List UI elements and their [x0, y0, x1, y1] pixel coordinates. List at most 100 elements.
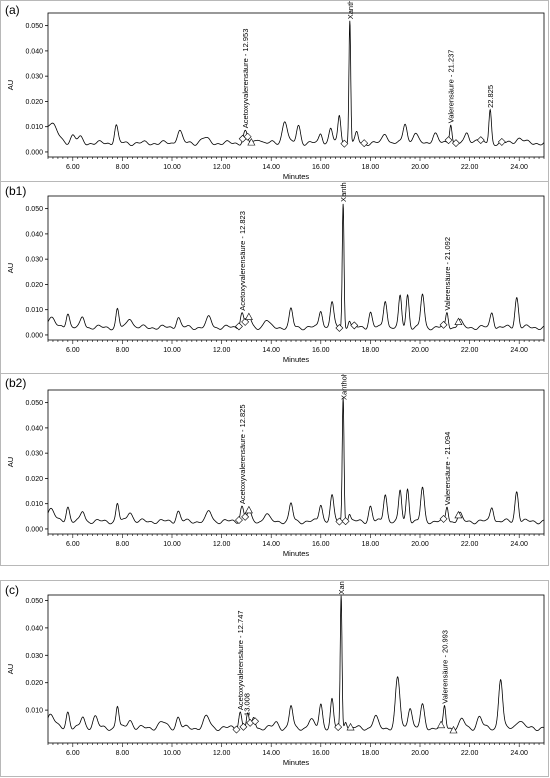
x-tick-label: 20.00 [411, 164, 429, 171]
chromatogram-a: 0.000 0.010 0.020 0.030 0.040 0.050 6.00 8.00 10… [6, 1, 545, 181]
integration-diamond-marker [243, 132, 252, 141]
x-tick-label: 22.00 [461, 750, 479, 757]
integration-diamond-marker [235, 516, 243, 525]
peak-label: Acetoxyvalerensäure - 12.823 [238, 211, 247, 311]
x-tick-label: 24.00 [510, 750, 528, 757]
peak-label: Acetoxyvalerensäure - 12.825 [238, 404, 247, 504]
integration-diamond-marker [444, 136, 453, 145]
x-tick-label: 22.00 [461, 347, 479, 354]
y-axis-label: AU [6, 664, 15, 674]
y-tick-label: 0.020 [25, 282, 43, 289]
y-tick-label: 0.050 [25, 206, 43, 213]
y-tick-label: 0.040 [25, 48, 43, 55]
x-tick-label: 14.00 [262, 541, 280, 548]
x-tick-label: 6.00 [66, 347, 80, 354]
y-tick-label: 0.020 [25, 680, 43, 687]
chromatogram-trace [47, 397, 544, 525]
peak-label: Valerensäure - 21.094 [443, 432, 452, 506]
x-tick-label: 8.00 [116, 347, 130, 354]
x-tick-label: 24.00 [510, 347, 528, 354]
integration-triangle-marker [244, 312, 253, 321]
x-tick-label: 22.00 [461, 164, 479, 171]
plot-frame [47, 389, 545, 535]
x-tick-label: 16.00 [312, 347, 330, 354]
integration-diamond-marker [497, 137, 506, 146]
chart-panel-a: (a) 0.000 0.010 0.020 0.030 0.040 0.050 6.00 8.… [0, 0, 549, 182]
integration-triangle-marker [437, 720, 446, 729]
x-tick-label: 18.00 [362, 347, 380, 354]
panel-label: (c) [5, 583, 19, 597]
integration-triangle-marker [247, 137, 256, 146]
chromatogram-b1: 0.000 0.010 0.020 0.030 0.040 0.050 6.00 8.00 10… [6, 182, 545, 364]
peak-label: Valerensäure - 21.237 [447, 50, 456, 124]
integration-triangle-marker [449, 725, 458, 734]
integration-diamond-marker [439, 320, 448, 329]
plot-frame [47, 195, 545, 341]
y-tick-label: 0.030 [25, 653, 43, 660]
peak-label: Acetoxyvalerensäure - 12.747 [236, 610, 245, 710]
x-tick-label: 8.00 [116, 541, 130, 548]
integration-diamond-marker [476, 136, 485, 145]
x-tick-label: 14.00 [262, 750, 280, 757]
peak-label: Xanthohumol - 16.901 [339, 182, 348, 202]
peak-label: Xanthohumol - 17.173 [346, 1, 355, 19]
panel-label: (a) [5, 3, 20, 17]
x-axis-label: Minutes [283, 172, 310, 181]
x-tick-label: 10.00 [163, 541, 181, 548]
y-tick-label: 0.050 [25, 23, 43, 30]
x-tick-label: 6.00 [66, 750, 80, 757]
x-tick-label: 8.00 [116, 164, 130, 171]
y-tick-label: 0.010 [25, 708, 43, 715]
x-tick-label: 20.00 [411, 347, 429, 354]
peak-label: Xanthohumol - 16.909 [339, 374, 348, 400]
x-tick-label: 10.00 [163, 750, 181, 757]
x-tick-label: 10.00 [163, 347, 181, 354]
integration-diamond-marker [232, 725, 241, 734]
y-tick-label: 0.010 [25, 307, 43, 314]
y-tick-label: 0.040 [25, 625, 43, 632]
y-tick-label: 0.000 [25, 149, 43, 156]
x-tick-label: 18.00 [362, 541, 380, 548]
peak-label: Valerensäure - 20.993 [441, 630, 450, 704]
x-tick-label: 10.00 [163, 164, 181, 171]
integration-diamond-marker [439, 514, 448, 523]
y-tick-label: 0.040 [25, 425, 43, 432]
x-tick-label: 12.00 [213, 541, 231, 548]
integration-triangle-marker [346, 722, 355, 731]
y-tick-label: 0.020 [25, 476, 43, 483]
integration-diamond-marker [241, 317, 250, 326]
y-axis-label: AU [6, 263, 15, 273]
integration-diamond-marker [335, 517, 344, 526]
chromatogram-trace [47, 20, 545, 146]
x-tick-label: 16.00 [312, 750, 330, 757]
panel-label: (b2) [5, 376, 27, 390]
integration-diamond-marker [241, 512, 250, 521]
x-tick-label: 16.00 [312, 164, 330, 171]
peak-label: 13.008 [243, 693, 252, 716]
peak-label: Valerensäure - 21.092 [443, 237, 452, 311]
y-axis-label: AU [6, 80, 15, 90]
x-axis-label: Minutes [283, 355, 310, 364]
x-tick-label: 12.00 [213, 750, 231, 757]
integration-triangle-marker [454, 317, 463, 326]
y-tick-label: 0.040 [25, 231, 43, 238]
integration-diamond-marker [239, 722, 248, 731]
peak-label: Xanthohumol - 16.816 [337, 581, 346, 595]
chromatogram-c: 0.010 0.020 0.030 0.040 0.050 6.00 8.00 10.00 12… [6, 581, 545, 767]
x-tick-label: 8.00 [116, 750, 130, 757]
chart-panel-b1: (b1) 0.000 0.010 0.020 0.030 0.040 0.050 6.00 8… [0, 181, 549, 374]
x-tick-label: 6.00 [66, 541, 80, 548]
y-tick-label: 0.050 [25, 598, 43, 605]
x-tick-label: 16.00 [312, 541, 330, 548]
chart-panel-b2: (b2) 0.000 0.010 0.020 0.030 0.040 0.050 6.00 8… [0, 373, 549, 566]
y-tick-label: 0.020 [25, 99, 43, 106]
y-tick-label: 0.000 [25, 332, 43, 339]
panel-label: (b1) [5, 184, 27, 198]
x-tick-label: 20.00 [411, 541, 429, 548]
chromatogram-trace [47, 595, 544, 731]
x-tick-label: 18.00 [362, 750, 380, 757]
integration-diamond-marker [452, 139, 460, 148]
y-tick-label: 0.050 [25, 400, 43, 407]
peak-label: 22.825 [486, 85, 495, 108]
x-tick-label: 22.00 [461, 541, 479, 548]
